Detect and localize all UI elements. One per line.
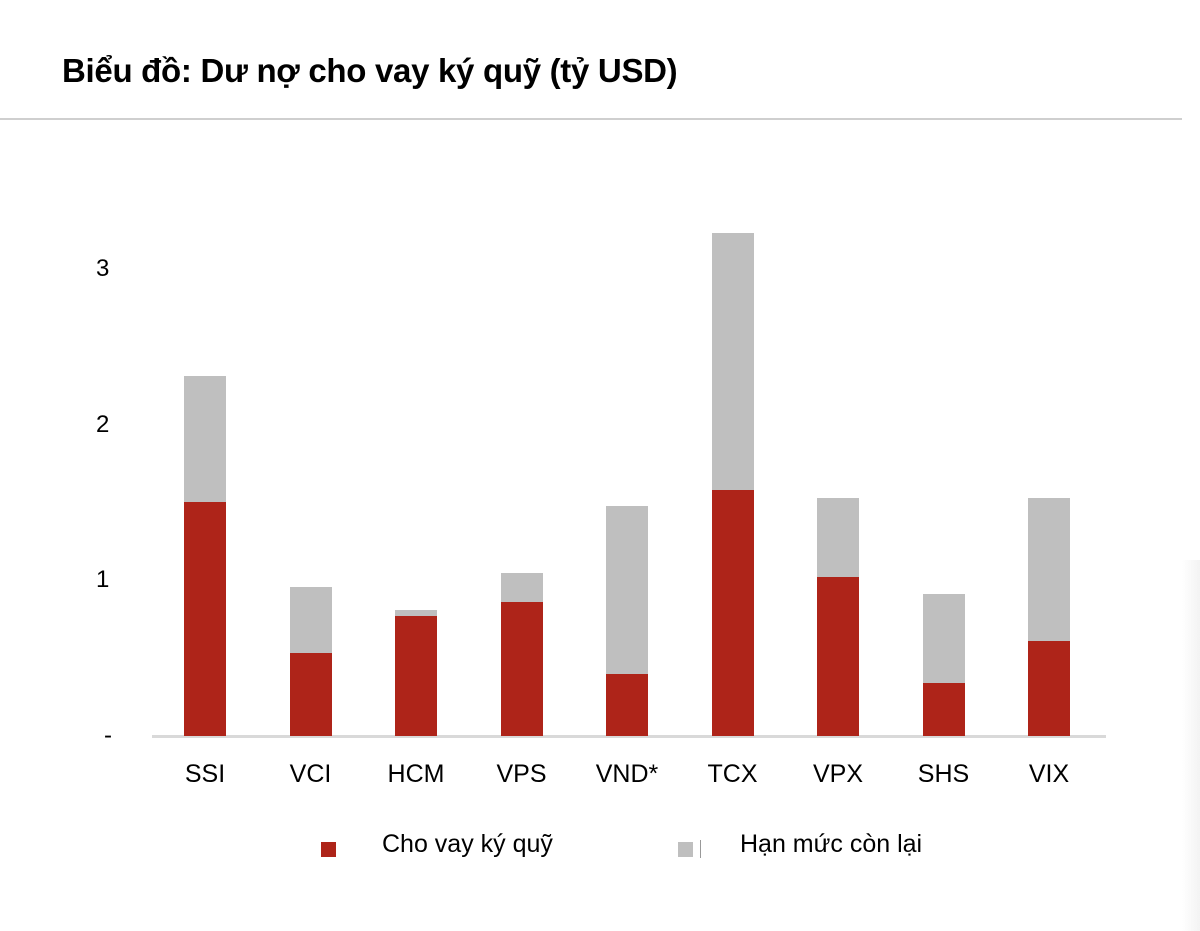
bar-segment-loan <box>606 673 648 736</box>
bar-segment-remaining <box>922 594 965 684</box>
chart-title: Biểu đồ: Dư nợ cho vay ký quỹ (tỷ USD) <box>62 52 678 89</box>
bar-segment-loan <box>922 683 965 736</box>
bar-segment-loan <box>184 502 226 736</box>
title-divider <box>0 118 1182 120</box>
x-tick-label: VPX <box>812 760 864 788</box>
x-tick-label: VIX <box>1028 760 1070 788</box>
bar-segment-remaining <box>606 505 648 674</box>
bar-segment-remaining <box>395 609 437 617</box>
bar-segment-remaining <box>711 233 754 490</box>
x-tick-label: SHS <box>917 760 970 788</box>
bar-segment-loan <box>289 653 332 736</box>
right-edge-shadow <box>1182 560 1200 931</box>
stacked-bar <box>817 497 859 736</box>
stacked-bar <box>500 572 543 736</box>
bar-segment-remaining <box>817 497 859 578</box>
legend-tick-mark <box>700 840 701 858</box>
stacked-bar <box>711 233 754 736</box>
x-tick-label: TCX <box>707 760 758 788</box>
bar-segment-loan <box>395 616 437 736</box>
bar-segment-loan <box>711 489 754 736</box>
y-tick-label: 1 <box>96 566 110 594</box>
bar-segment-loan <box>817 577 859 736</box>
bar-segment-remaining <box>184 376 226 503</box>
stacked-bar <box>289 586 332 736</box>
stacked-bar <box>184 376 226 736</box>
legend-swatch-remaining <box>678 842 693 857</box>
x-tick-label: VCI <box>289 760 332 788</box>
legend-swatch-loan <box>321 842 336 857</box>
y-tick-label: 3 <box>96 254 110 282</box>
legend-label-loan: Cho vay ký quỹ <box>382 830 553 858</box>
y-tick-label: 2 <box>96 410 110 438</box>
bar-segment-loan <box>1028 641 1070 736</box>
stacked-bar <box>1028 497 1070 736</box>
x-tick-label: HCM <box>387 760 445 788</box>
x-axis-line <box>152 735 1106 738</box>
bar-segment-remaining <box>1028 497 1070 641</box>
stacked-bar <box>922 594 965 736</box>
x-tick-label: VPS <box>496 760 547 788</box>
legend-label-remaining: Hạn mức còn lại <box>740 830 923 858</box>
bar-segment-remaining <box>289 586 332 654</box>
stacked-bar <box>395 609 437 736</box>
x-tick-label: SSI <box>184 760 226 788</box>
bar-segment-loan <box>500 602 543 736</box>
x-tick-label: VND* <box>595 760 659 788</box>
bar-segment-remaining <box>500 572 543 603</box>
y-tick-label: - <box>104 722 112 749</box>
stacked-bar <box>606 505 648 736</box>
